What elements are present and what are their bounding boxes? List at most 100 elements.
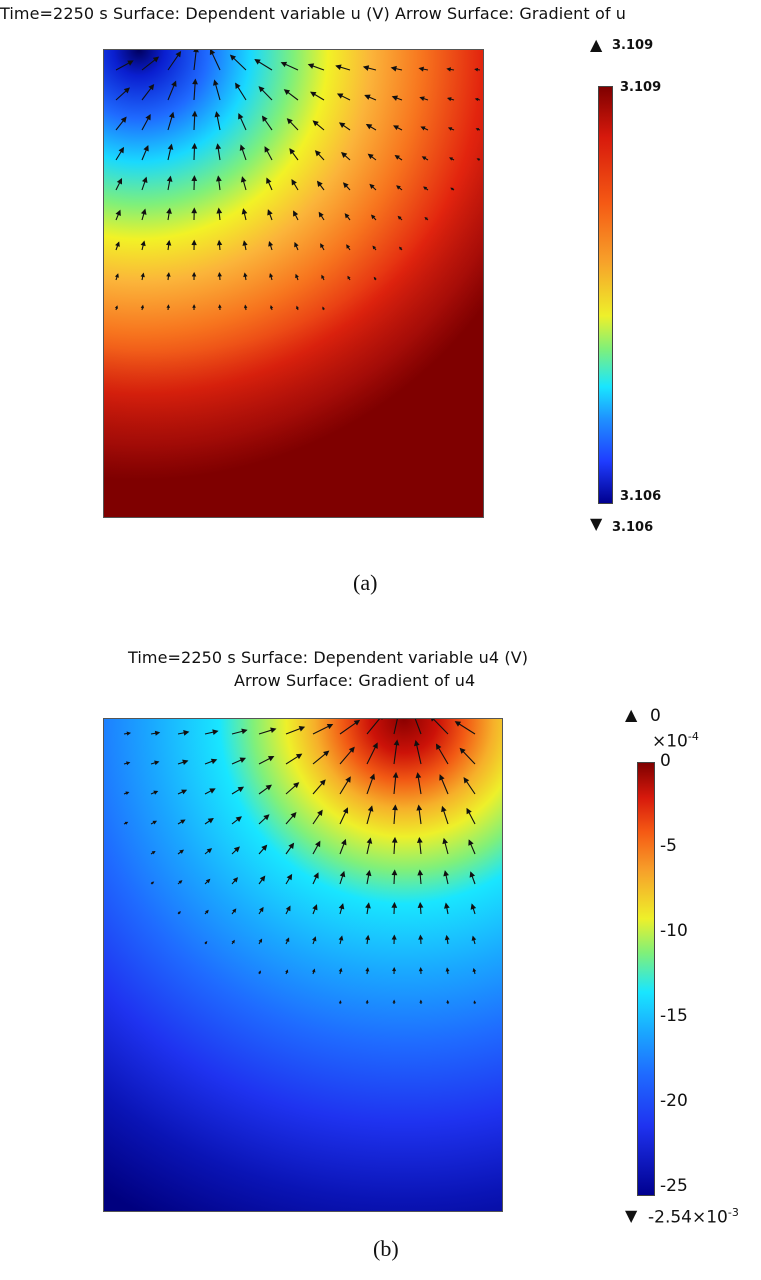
gradient-arrowhead xyxy=(191,207,198,214)
gradient-arrowhead xyxy=(140,240,146,247)
gradient-arrowhead xyxy=(365,999,369,1003)
panel-b-heatmap xyxy=(104,719,502,1211)
panel-a-heatmap xyxy=(104,50,483,517)
panel-b-multiplier-label: ×10-4 xyxy=(652,730,699,752)
gradient-arrowhead xyxy=(418,967,423,972)
gradient-arrowhead xyxy=(286,118,293,125)
gradient-arrow xyxy=(366,719,381,735)
gradient-arrowhead xyxy=(418,934,424,940)
gradient-arrowhead xyxy=(126,731,132,736)
gradient-arrowhead xyxy=(182,759,189,766)
gradient-arrowhead xyxy=(445,967,450,972)
gradient-arrowhead xyxy=(167,143,174,150)
gradient-arrowhead xyxy=(296,305,299,310)
gradient-arrowhead xyxy=(193,50,199,53)
gradient-arrowhead xyxy=(471,935,477,941)
gradient-arrowhead xyxy=(391,95,399,101)
gradient-arrowhead xyxy=(145,113,151,121)
gradient-arrowhead xyxy=(209,788,216,794)
gradient-arrowhead xyxy=(468,839,474,846)
gradient-arrowhead xyxy=(258,970,261,974)
gradient-arrowhead xyxy=(338,903,345,910)
gradient-arrowhead xyxy=(446,999,450,1003)
gradient-arrowhead xyxy=(215,143,222,150)
gradient-arrowhead xyxy=(431,719,435,722)
gradient-arrowhead xyxy=(216,207,223,214)
gradient-arrowhead xyxy=(239,144,246,151)
panel-a-gradient-arrows xyxy=(114,50,481,311)
gradient-arrowhead xyxy=(140,208,147,215)
panel-b-colorbar xyxy=(637,762,655,1196)
gradient-arrowhead xyxy=(315,840,321,848)
gradient-arrowhead xyxy=(213,79,219,86)
gradient-arrowhead xyxy=(166,207,172,214)
gradient-arrowhead xyxy=(312,936,317,942)
gradient-arrowhead xyxy=(421,156,427,161)
gradient-arrowhead xyxy=(447,127,453,131)
gradient-arrowhead xyxy=(295,753,303,760)
gradient-arrowhead xyxy=(398,246,403,250)
gradient-arrowhead xyxy=(270,727,277,734)
gradient-arrowhead xyxy=(366,837,373,844)
gradient-arrowhead xyxy=(241,208,248,215)
gradient-arrowhead xyxy=(367,805,374,812)
gradient-arrowhead xyxy=(180,819,186,825)
gradient-arrowhead xyxy=(207,817,214,824)
gradient-arrowhead xyxy=(392,999,396,1003)
gradient-arrowhead xyxy=(205,909,209,914)
gradient-arrowhead xyxy=(235,82,241,89)
gradient-arrowhead xyxy=(283,89,291,95)
gradient-arrowhead xyxy=(259,906,264,913)
gradient-arrowhead xyxy=(417,869,424,876)
gradient-arrowhead xyxy=(191,110,198,117)
gradient-arrowhead xyxy=(140,272,145,278)
gradient-arrowhead xyxy=(269,304,274,309)
gradient-arrowhead xyxy=(311,968,316,973)
gradient-arrowhead xyxy=(140,304,145,309)
gradient-arrowhead xyxy=(126,761,131,766)
panel-b-min-value: -2.54×10 xyxy=(648,1207,728,1228)
gradient-arrowhead xyxy=(347,275,351,280)
gradient-arrowhead xyxy=(369,183,375,189)
gradient-arrowhead xyxy=(258,938,263,943)
panel-a-surface-plot xyxy=(103,49,484,518)
gradient-arrowhead xyxy=(153,790,159,795)
panel-b-colorbar-tick-label: -15 xyxy=(660,1006,688,1027)
gradient-arrowhead xyxy=(229,54,237,61)
gradient-arrowhead xyxy=(285,905,291,912)
gradient-arrowhead xyxy=(307,63,315,69)
gradient-arrowhead xyxy=(210,758,218,765)
gradient-arrowhead xyxy=(123,87,130,94)
panel-a-caption: (a) xyxy=(353,570,378,595)
gradient-arrowhead xyxy=(392,771,399,778)
gradient-arrowhead xyxy=(450,187,454,191)
gradient-arrowhead xyxy=(114,273,119,278)
gradient-arrowhead xyxy=(205,878,211,884)
panel-a-title: Time=2250 s Surface: Dependent variable … xyxy=(0,4,627,23)
gradient-arrowhead xyxy=(183,730,190,736)
gradient-arrowhead xyxy=(232,877,239,883)
gradient-arrowhead xyxy=(191,142,198,149)
gradient-arrowhead xyxy=(442,837,448,845)
gradient-arrowhead xyxy=(240,176,247,183)
gradient-arrowhead xyxy=(320,243,325,249)
gradient-arrowhead xyxy=(285,937,290,943)
gradient-arrowhead xyxy=(393,739,400,746)
gradient-arrowhead xyxy=(470,903,477,910)
gradient-arrowhead xyxy=(166,175,173,182)
gradient-arrowhead xyxy=(391,869,398,876)
gradient-arrowhead xyxy=(181,789,188,795)
gradient-arrowhead xyxy=(473,1000,477,1004)
gradient-arrowhead xyxy=(362,65,370,71)
panel-b-multiplier-exponent: -4 xyxy=(687,730,699,743)
gradient-arrowhead xyxy=(391,836,398,843)
gradient-arrowhead xyxy=(394,155,400,160)
gradient-arrowhead xyxy=(414,739,420,747)
gradient-arrowhead xyxy=(418,66,425,72)
gradient-arrowhead xyxy=(151,850,156,855)
gradient-arrowhead xyxy=(258,86,265,93)
gradient-arrowhead xyxy=(365,123,373,130)
gradient-arrowhead xyxy=(125,791,130,795)
gradient-arrowhead xyxy=(267,756,275,762)
gradient-arrowhead xyxy=(370,214,376,220)
